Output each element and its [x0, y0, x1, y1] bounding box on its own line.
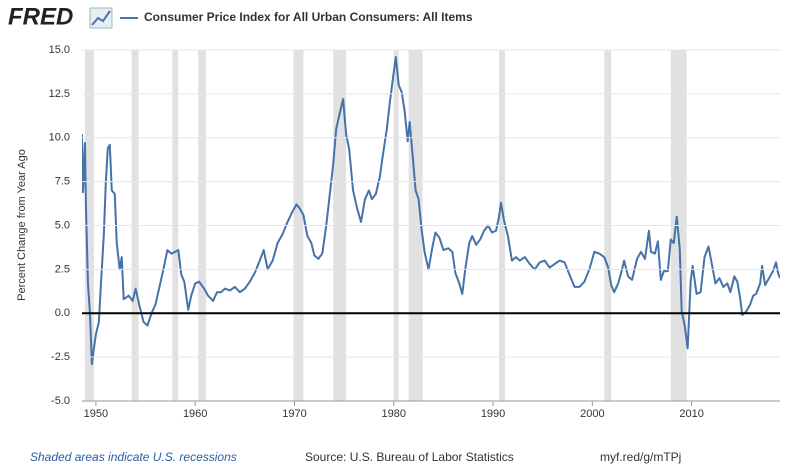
x-tick-label: 2000: [580, 408, 604, 420]
y-tick-label: 12.5: [49, 88, 70, 100]
source: Source: U.S. Bureau of Labor Statistics: [305, 450, 514, 464]
y-tick-label: 2.5: [55, 263, 70, 275]
y-tick-label: 10.0: [49, 132, 70, 144]
y-tick-label: 0.0: [55, 307, 70, 319]
x-tick-label: 1960: [183, 408, 207, 420]
y-axis-label: Percent Change from Year Ago: [16, 149, 28, 301]
x-tick-label: 1980: [382, 408, 406, 420]
recession-note: Shaded areas indicate U.S. recessions: [30, 450, 237, 464]
series-line: [82, 56, 780, 366]
y-tick-label: 15.0: [49, 44, 70, 56]
y-tick-label: 7.5: [55, 176, 70, 188]
x-tick-label: 1950: [84, 408, 108, 420]
x-tick-label: 1990: [481, 408, 505, 420]
legend-label: Consumer Price Index for All Urban Consu…: [144, 10, 473, 24]
x-tick-label: 1970: [282, 408, 306, 420]
y-tick-label: -5.0: [51, 395, 70, 407]
logo: FRED: [8, 3, 73, 30]
link[interactable]: myf.red/g/mTPj: [600, 450, 681, 464]
y-tick-label: 5.0: [55, 219, 70, 231]
logo-icon: [89, 7, 113, 29]
y-tick-label: -2.5: [51, 351, 70, 363]
x-tick-label: 2010: [679, 408, 703, 420]
